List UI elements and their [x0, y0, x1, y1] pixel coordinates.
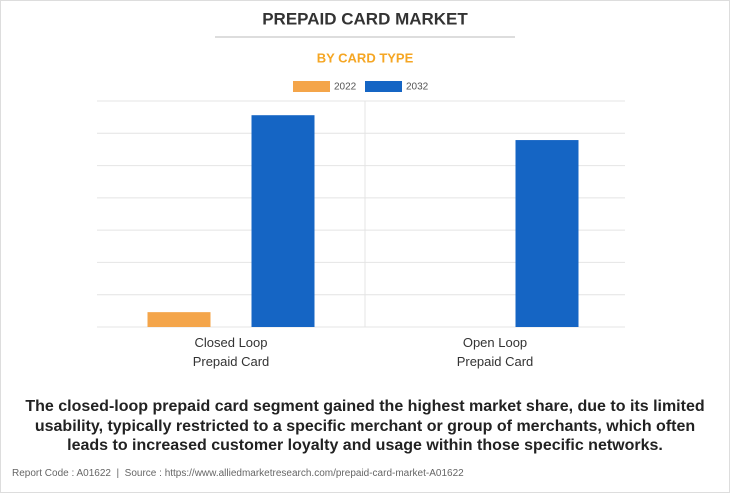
x-tick-label: Closed Loop Prepaid Card — [192, 335, 270, 369]
legend-swatch — [365, 81, 402, 92]
chart-subtitle: BY CARD TYPE — [317, 50, 414, 65]
caption: The closed-loop prepaid card segment gai… — [25, 398, 705, 454]
bar — [251, 115, 315, 327]
bar — [147, 312, 211, 327]
legend-swatch — [293, 81, 330, 92]
x-tick-label: Open Loop Prepaid Card — [456, 335, 534, 369]
footer: Report Code : A01622 | Source : https://… — [12, 468, 464, 479]
chart-title: PREPAID CARD MARKET — [262, 9, 468, 28]
legend-label: 2032 — [406, 82, 429, 93]
legend-label: 2022 — [334, 82, 357, 93]
bar — [515, 140, 579, 327]
